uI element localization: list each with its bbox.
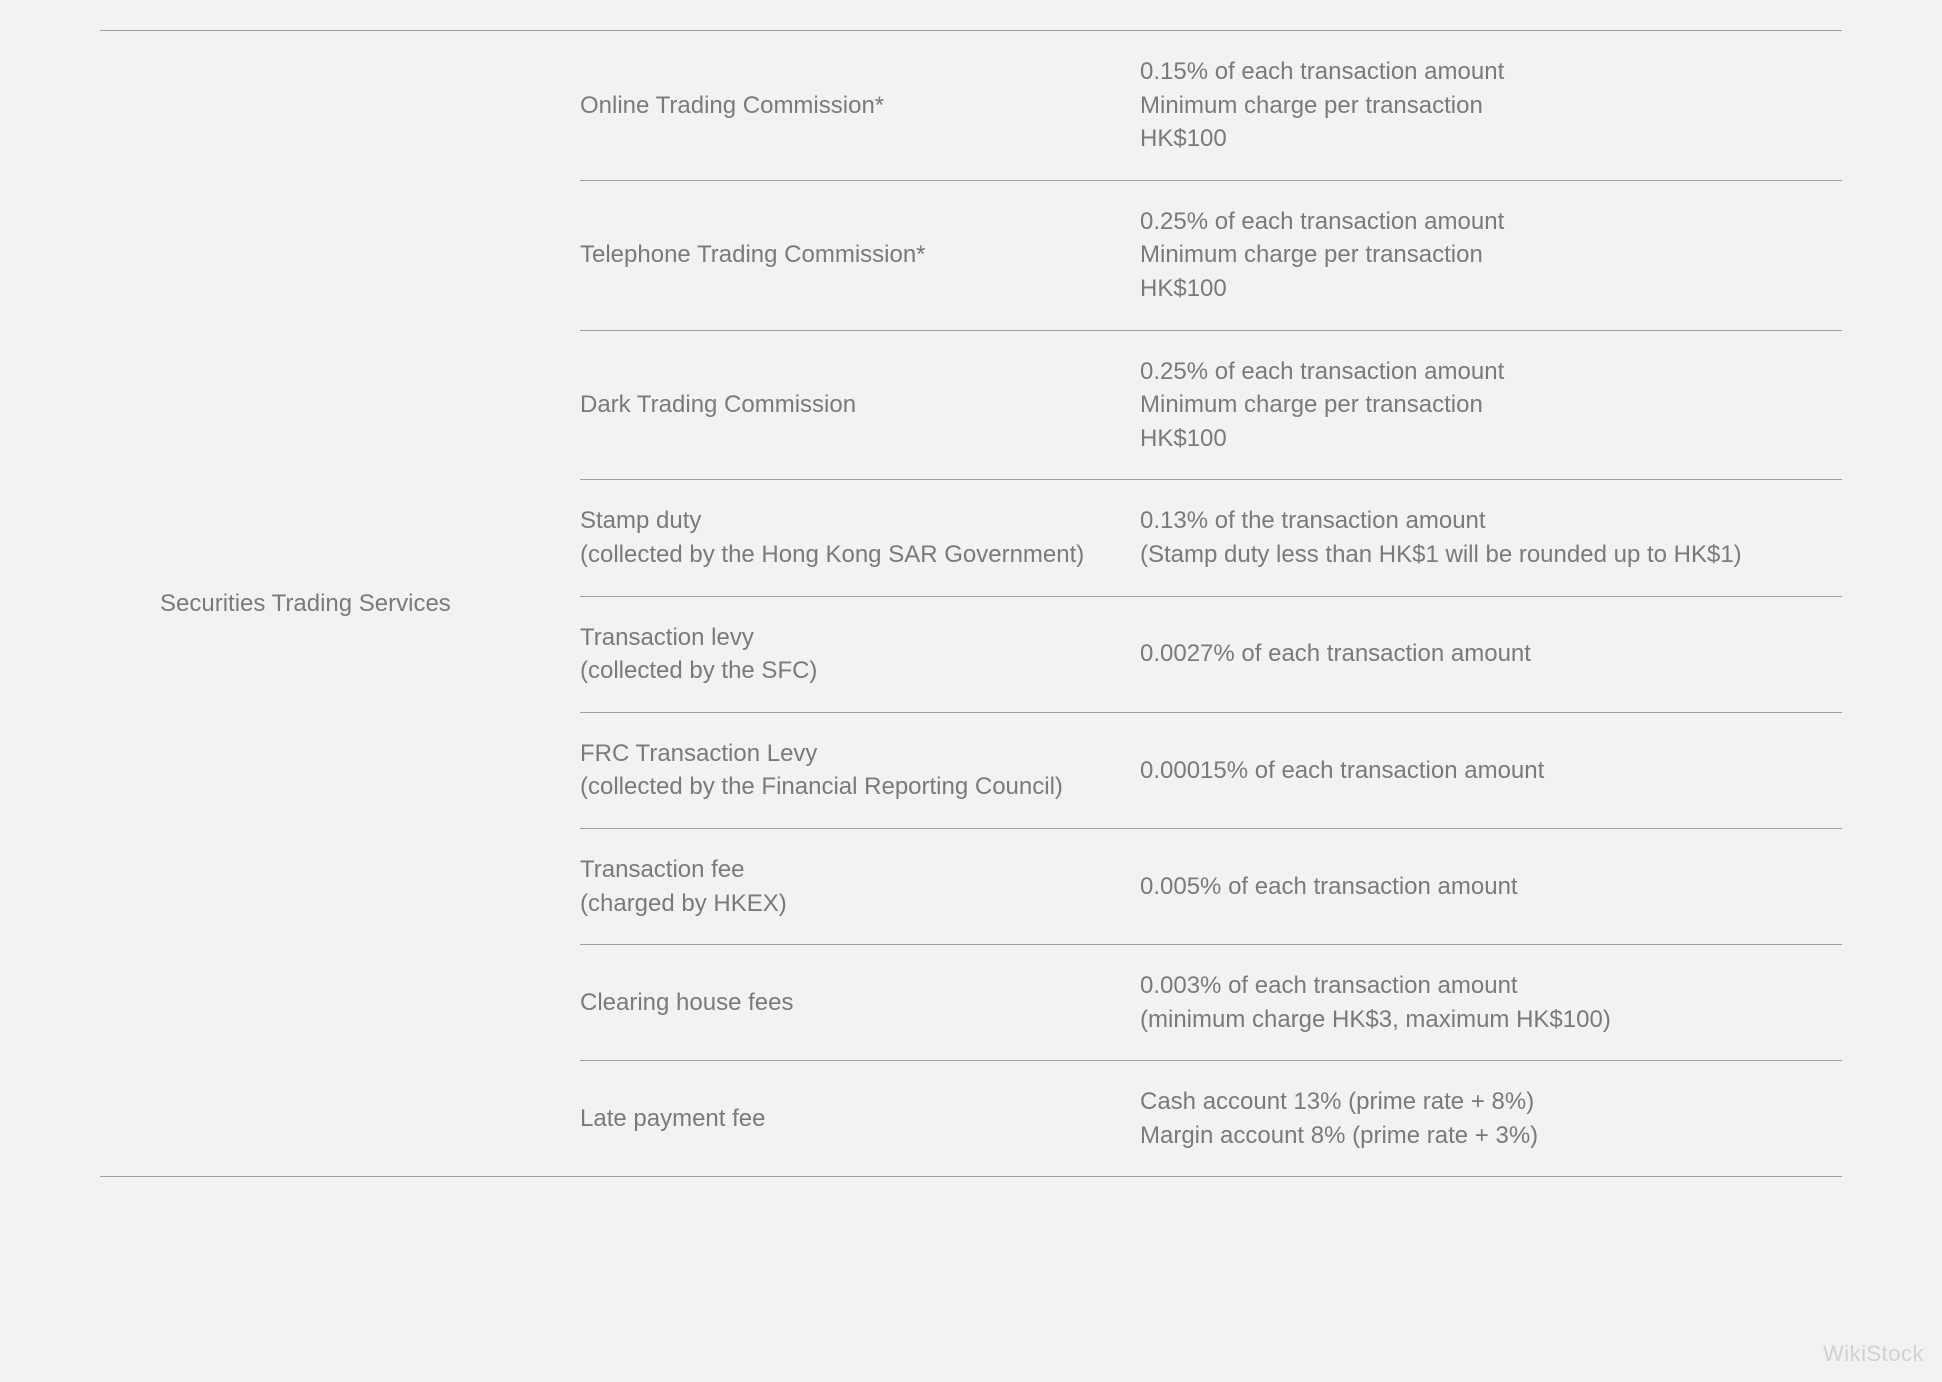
- fee-value: 0.13% of the transaction amount (Stamp d…: [1140, 504, 1842, 571]
- page: Securities Trading Services Online Tradi…: [0, 0, 1942, 1382]
- table-row: Transaction levy (collected by the SFC)0…: [580, 596, 1842, 712]
- fee-item: Transaction fee (charged by HKEX): [580, 853, 1140, 920]
- table-row: Clearing house fees0.003% of each transa…: [580, 944, 1842, 1060]
- watermark: WikiStock: [1823, 1339, 1924, 1370]
- fee-item: Transaction levy (collected by the SFC): [580, 621, 1140, 688]
- table-row: Dark Trading Commission0.25% of each tra…: [580, 330, 1842, 480]
- table-row: Transaction fee (charged by HKEX)0.005% …: [580, 828, 1842, 944]
- table-row: Online Trading Commission*0.15% of each …: [580, 31, 1842, 180]
- fee-value: Cash account 13% (prime rate + 8%) Margi…: [1140, 1085, 1842, 1152]
- fee-item: Stamp duty (collected by the Hong Kong S…: [580, 504, 1140, 571]
- fees-table: Securities Trading Services Online Tradi…: [100, 30, 1842, 1177]
- fee-value: 0.00015% of each transaction amount: [1140, 754, 1842, 788]
- fee-item: Clearing house fees: [580, 986, 1140, 1020]
- table-row: FRC Transaction Levy (collected by the F…: [580, 712, 1842, 828]
- table-row: Stamp duty (collected by the Hong Kong S…: [580, 479, 1842, 595]
- fee-value: 0.25% of each transaction amount Minimum…: [1140, 205, 1842, 306]
- fee-value: 0.15% of each transaction amount Minimum…: [1140, 55, 1842, 156]
- fee-value: 0.0027% of each transaction amount: [1140, 637, 1842, 671]
- fee-item: Telephone Trading Commission*: [580, 238, 1140, 272]
- category-label: Securities Trading Services: [160, 587, 451, 621]
- fee-item: FRC Transaction Levy (collected by the F…: [580, 737, 1140, 804]
- category-column: Securities Trading Services: [100, 31, 580, 1176]
- fee-value: 0.005% of each transaction amount: [1140, 870, 1842, 904]
- fee-value: 0.25% of each transaction amount Minimum…: [1140, 355, 1842, 456]
- table-row: Late payment feeCash account 13% (prime …: [580, 1060, 1842, 1176]
- fee-item: Online Trading Commission*: [580, 89, 1140, 123]
- fee-item: Dark Trading Commission: [580, 388, 1140, 422]
- rows-column: Online Trading Commission*0.15% of each …: [580, 31, 1842, 1176]
- table-row: Telephone Trading Commission*0.25% of ea…: [580, 180, 1842, 330]
- fee-item: Late payment fee: [580, 1102, 1140, 1136]
- fee-value: 0.003% of each transaction amount (minim…: [1140, 969, 1842, 1036]
